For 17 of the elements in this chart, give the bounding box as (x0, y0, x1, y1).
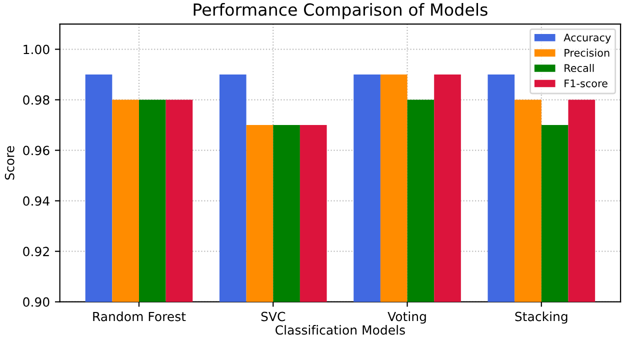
y-axis-title: Score (4, 146, 14, 180)
legend-label: F1-score (564, 80, 608, 88)
y-tick-label: 0.92 (23, 246, 49, 256)
x-tick-label: Voting (388, 312, 426, 324)
legend-label: Precision (564, 48, 610, 57)
y-tick-label: 0.94 (23, 196, 50, 206)
y-tick-label: 0.98 (23, 95, 50, 105)
x-tick-label: SVC (261, 312, 286, 322)
x-tick-label: Random Forest (93, 312, 186, 322)
y-tick-label: 0.90 (23, 297, 50, 307)
y-tick-label: 1.00 (24, 44, 50, 54)
x-tick-label: Stacking (515, 312, 568, 324)
y-tick-label: 0.96 (23, 146, 50, 156)
legend-label: Recall (564, 64, 594, 72)
legend-label: Accuracy (564, 34, 611, 44)
x-axis-title: Classification Models (276, 325, 405, 335)
chart-title: Performance Comparison of Models (194, 3, 488, 20)
